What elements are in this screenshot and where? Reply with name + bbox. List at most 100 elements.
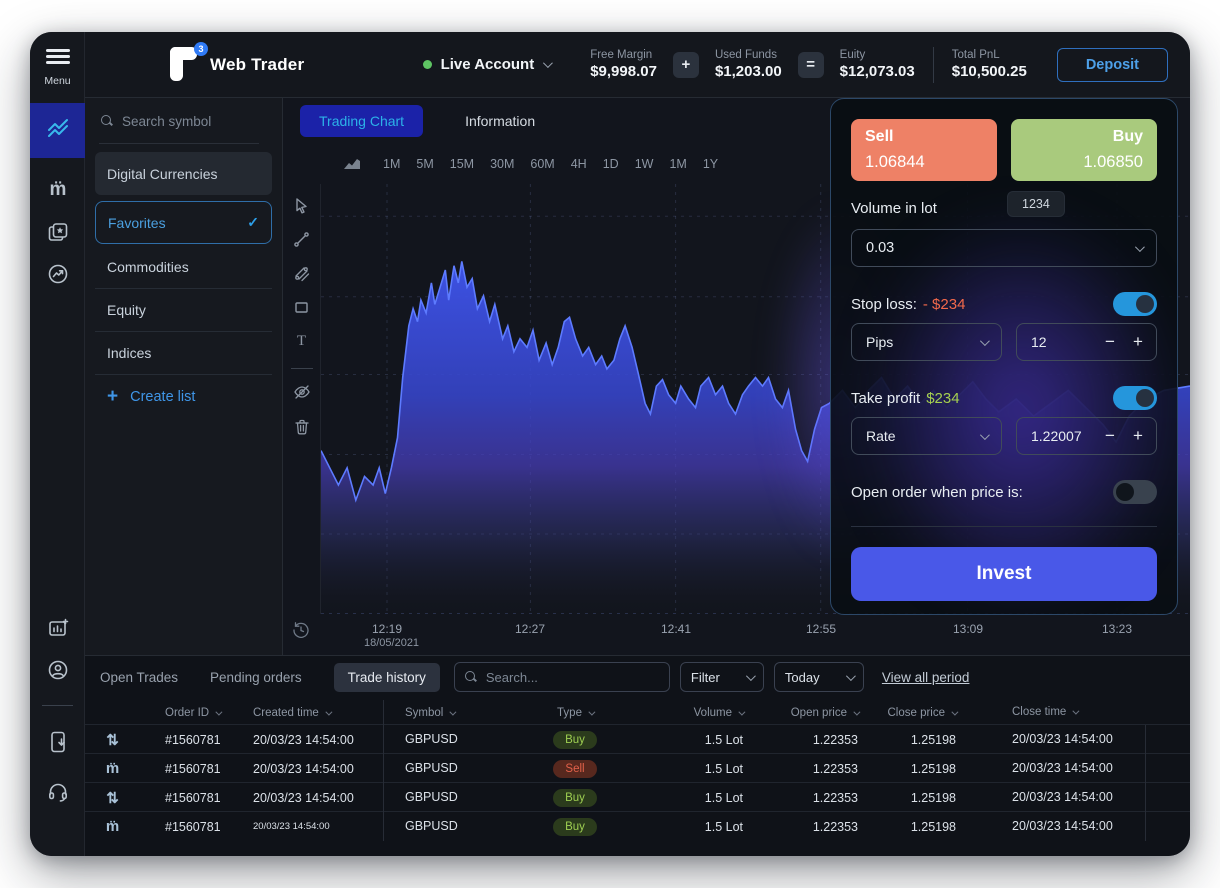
timeframe-60m[interactable]: 60M	[522, 153, 562, 175]
app-window: Menu m̈	[30, 32, 1190, 856]
header-order-id[interactable]: Order ID	[140, 707, 245, 719]
header-open-price[interactable]: Open price	[747, 707, 862, 719]
header-volume[interactable]: Volume	[635, 707, 747, 719]
stop-loss-toggle[interactable]	[1113, 292, 1157, 316]
volume-badge: 1234	[1007, 191, 1065, 217]
table-row[interactable]: ⇅ #1560781 20/03/23 14:54:00 GBPUSD Buy …	[85, 782, 1190, 811]
take-profit-decrease-button[interactable]: −	[1096, 421, 1124, 451]
text-tool[interactable]: T	[288, 326, 316, 356]
table-row[interactable]: ⇅ #1560781 20/03/23 14:54:00 GBPUSD Buy …	[85, 724, 1190, 753]
timeframe-5m[interactable]: 5M	[408, 153, 441, 175]
tab-pending-orders[interactable]: Pending orders	[210, 670, 302, 685]
history-reload-icon[interactable]	[291, 620, 311, 645]
header-close-time[interactable]: Close time	[960, 698, 1146, 727]
buy-button[interactable]: Buy 1.06850	[1011, 119, 1157, 181]
sidebar-item-profile[interactable]	[30, 650, 85, 694]
timeframe-4h[interactable]: 4H	[563, 153, 595, 175]
account-label: Live Account	[441, 56, 535, 73]
rail-divider	[42, 705, 73, 706]
stop-loss-increase-button[interactable]: +	[1124, 327, 1152, 357]
chevron-down-icon	[846, 671, 856, 681]
period-select[interactable]: Today	[774, 662, 864, 692]
timeframe-30m[interactable]: 30M	[482, 153, 522, 175]
invest-button[interactable]: Invest	[851, 547, 1157, 601]
sidebar-item-reports[interactable]	[30, 607, 85, 651]
sell-button[interactable]: Sell 1.06844	[851, 119, 997, 181]
trades-search-input[interactable]	[486, 670, 662, 685]
stop-loss-value: 12	[1031, 334, 1096, 350]
take-profit-increase-button[interactable]: +	[1124, 421, 1152, 451]
brush-tool[interactable]	[288, 258, 316, 288]
watchlist-item-commodities[interactable]: Commodities	[95, 246, 272, 289]
rectangle-tool[interactable]	[288, 292, 316, 322]
take-profit-toggle[interactable]	[1113, 386, 1157, 410]
toolbar-divider	[291, 368, 313, 369]
cursor-tool[interactable]	[288, 190, 316, 220]
delete-drawings-tool[interactable]	[288, 411, 316, 441]
tab-information[interactable]: Information	[465, 113, 535, 129]
stop-loss-decrease-button[interactable]: −	[1096, 327, 1124, 357]
table-header: Order ID Created time Symbol Type Volume…	[85, 698, 1190, 724]
watchlist-item-favorites[interactable]: Favorites ✓	[95, 201, 272, 244]
tab-trading-chart[interactable]: Trading Chart	[300, 105, 423, 137]
take-profit-unit-select[interactable]: Rate	[851, 417, 1002, 455]
type-badge: Buy	[553, 818, 597, 836]
sidebar-item-support[interactable]	[30, 772, 85, 816]
volume-select[interactable]: 0.03	[851, 229, 1157, 267]
check-icon: ✓	[247, 214, 259, 231]
trend-circle-icon	[47, 263, 69, 290]
tab-trade-history[interactable]: Trade history	[334, 663, 440, 692]
sidebar-item-watchlists[interactable]	[30, 212, 85, 256]
watchlist-item-digital-currencies[interactable]: Digital Currencies	[95, 152, 272, 195]
timeframe-1m[interactable]: 1M	[375, 153, 408, 175]
watchlist-item-equity[interactable]: Equity	[95, 289, 272, 332]
timeframe-1mo[interactable]: 1M	[661, 153, 694, 175]
brand-logo: 3 Web Trader	[170, 47, 304, 83]
symbol-search[interactable]	[85, 98, 282, 144]
trades-search[interactable]	[454, 662, 670, 692]
x-axis-date: 18/05/2021	[364, 637, 419, 649]
menu-button[interactable]: Menu	[30, 46, 85, 87]
header-symbol[interactable]: Symbol	[383, 700, 515, 726]
sidebar-item-markets[interactable]	[30, 103, 85, 158]
account-selector[interactable]: Live Account	[423, 56, 551, 73]
type-badge: Buy	[553, 731, 597, 749]
watchlist-item-indices[interactable]: Indices	[95, 332, 272, 375]
x-tick-0: 12:19	[372, 622, 402, 636]
take-profit-amount: $234	[926, 390, 959, 407]
pending-order-toggle[interactable]	[1113, 480, 1157, 504]
hide-drawings-tool[interactable]	[288, 377, 316, 407]
create-list-button[interactable]: + Create list	[95, 375, 272, 419]
plus-icon: +	[107, 386, 118, 408]
view-all-period-link[interactable]: View all period	[882, 670, 970, 685]
timeframe-1y[interactable]: 1Y	[695, 153, 726, 175]
live-status-dot	[423, 60, 432, 69]
trendline-tool[interactable]	[288, 224, 316, 254]
chevron-down-icon	[980, 336, 990, 346]
deposit-button[interactable]: Deposit	[1057, 48, 1168, 82]
hamburger-icon	[46, 46, 70, 67]
symbol-search-input[interactable]	[122, 114, 299, 129]
table-row[interactable]: m̈ #1560781 20/03/23 14:54:00 GBPUSD Sel…	[85, 753, 1190, 782]
watchlist-panel: Digital Currencies Favorites ✓ Commoditi…	[85, 98, 283, 655]
tab-open-trades[interactable]: Open Trades	[100, 670, 178, 685]
timeframe-1w[interactable]: 1W	[627, 153, 662, 175]
trend-lines-icon	[46, 117, 70, 144]
chart-type-icon[interactable]	[343, 156, 361, 173]
timeframe-15m[interactable]: 15M	[442, 153, 482, 175]
header-created-time[interactable]: Created time	[245, 707, 383, 719]
take-profit-stepper: 1.22007 − +	[1016, 417, 1157, 455]
headset-icon	[47, 781, 69, 808]
table-row[interactable]: m̈ #1560781 20/03/23 14:54:00 GBPUSD Buy…	[85, 811, 1190, 840]
sidebar-item-positions[interactable]: m̈	[30, 168, 85, 212]
header-type[interactable]: Type	[515, 707, 635, 719]
timeframe-1d[interactable]: 1D	[595, 153, 627, 175]
sidebar-item-signals[interactable]	[30, 254, 85, 298]
brand-m-icon: m̈	[50, 179, 66, 201]
chevron-down-icon	[980, 430, 990, 440]
trades-tabs: Open Trades Pending orders Trade history…	[85, 656, 1190, 698]
header-close-price[interactable]: Close price	[862, 707, 960, 719]
sidebar-item-download-app[interactable]	[30, 722, 85, 766]
stop-loss-unit-select[interactable]: Pips	[851, 323, 1002, 361]
filter-select[interactable]: Filter	[680, 662, 764, 692]
